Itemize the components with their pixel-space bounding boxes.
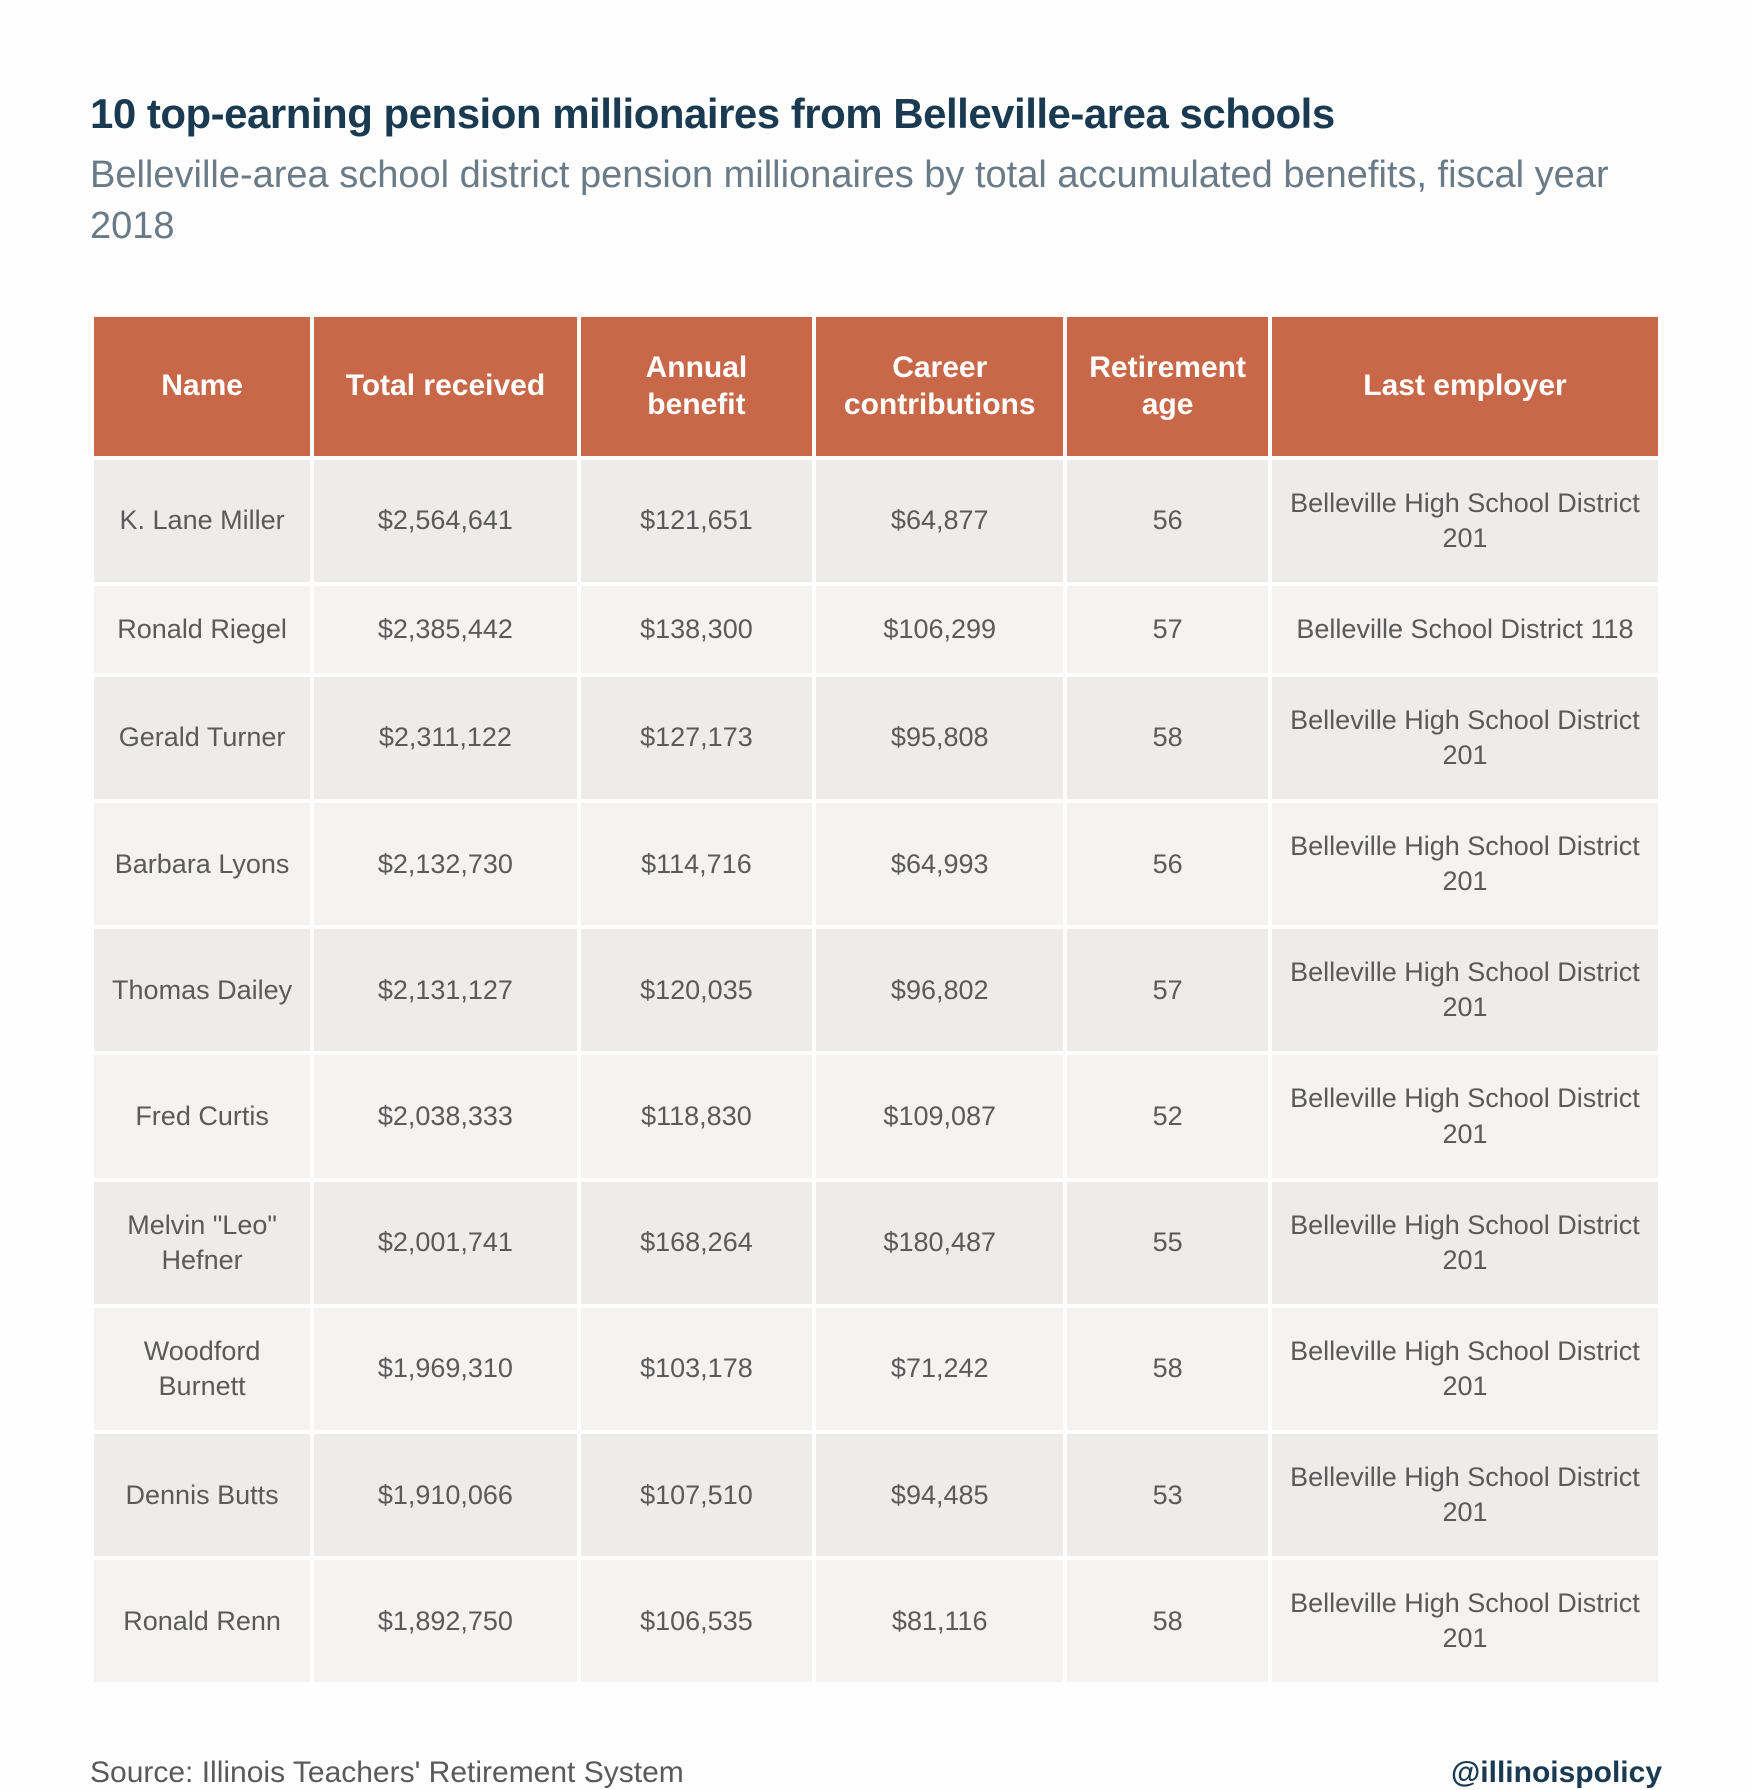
source-text: Source: Illinois Teachers' Retirement Sy… (90, 1756, 684, 1790)
cell-name: Barbara Lyons (94, 803, 310, 925)
table-row: Thomas Dailey$2,131,127$120,035$96,80257… (94, 929, 1658, 1051)
cell-name: Woodford Burnett (94, 1308, 310, 1430)
cell-employer: Belleville High School District 201 (1272, 1182, 1658, 1304)
cell-age: 53 (1067, 1434, 1268, 1556)
cell-total: $1,910,066 (314, 1434, 576, 1556)
table-row: Melvin "Leo" Hefner$2,001,741$168,264$18… (94, 1182, 1658, 1304)
cell-name: Dennis Butts (94, 1434, 310, 1556)
cell-age: 58 (1067, 1308, 1268, 1430)
cell-annual: $103,178 (581, 1308, 813, 1430)
cell-employer: Belleville High School District 201 (1272, 1560, 1658, 1682)
col-retirement-age: Retirement age (1067, 317, 1268, 456)
cell-employer: Belleville High School District 201 (1272, 1434, 1658, 1556)
cell-total: $2,564,641 (314, 460, 576, 582)
cell-name: Melvin "Leo" Hefner (94, 1182, 310, 1304)
cell-age: 58 (1067, 677, 1268, 799)
table-row: Dennis Butts$1,910,066$107,510$94,48553B… (94, 1434, 1658, 1556)
cell-contrib: $71,242 (816, 1308, 1063, 1430)
cell-age: 56 (1067, 803, 1268, 925)
cell-contrib: $96,802 (816, 929, 1063, 1051)
cell-annual: $120,035 (581, 929, 813, 1051)
cell-employer: Belleville High School District 201 (1272, 929, 1658, 1051)
col-total-received: Total received (314, 317, 576, 456)
cell-total: $1,969,310 (314, 1308, 576, 1430)
table-row: K. Lane Miller$2,564,641$121,651$64,8775… (94, 460, 1658, 582)
cell-total: $2,311,122 (314, 677, 576, 799)
cell-contrib: $106,299 (816, 586, 1063, 673)
cell-contrib: $94,485 (816, 1434, 1063, 1556)
cell-age: 58 (1067, 1560, 1268, 1682)
cell-annual: $168,264 (581, 1182, 813, 1304)
cell-total: $2,038,333 (314, 1055, 576, 1177)
table-row: Gerald Turner$2,311,122$127,173$95,80858… (94, 677, 1658, 799)
cell-total: $2,131,127 (314, 929, 576, 1051)
cell-contrib: $180,487 (816, 1182, 1063, 1304)
table-header-row: Name Total received Annual benefit Caree… (94, 317, 1658, 456)
cell-contrib: $64,993 (816, 803, 1063, 925)
cell-contrib: $109,087 (816, 1055, 1063, 1177)
table-row: Woodford Burnett$1,969,310$103,178$71,24… (94, 1308, 1658, 1430)
cell-age: 57 (1067, 586, 1268, 673)
page-title: 10 top-earning pension millionaires from… (90, 90, 1662, 138)
cell-name: Ronald Renn (94, 1560, 310, 1682)
table-row: Fred Curtis$2,038,333$118,830$109,08752B… (94, 1055, 1658, 1177)
cell-employer: Belleville School District 118 (1272, 586, 1658, 673)
cell-name: Thomas Dailey (94, 929, 310, 1051)
col-annual-benefit: Annual benefit (581, 317, 813, 456)
cell-employer: Belleville High School District 201 (1272, 677, 1658, 799)
cell-annual: $118,830 (581, 1055, 813, 1177)
cell-name: Fred Curtis (94, 1055, 310, 1177)
cell-age: 55 (1067, 1182, 1268, 1304)
cell-total: $2,001,741 (314, 1182, 576, 1304)
cell-age: 57 (1067, 929, 1268, 1051)
cell-annual: $114,716 (581, 803, 813, 925)
twitter-handle: @illinoispolicy (1451, 1756, 1662, 1790)
pension-table: Name Total received Annual benefit Caree… (90, 313, 1662, 1687)
footer: Source: Illinois Teachers' Retirement Sy… (90, 1756, 1662, 1790)
cell-total: $2,132,730 (314, 803, 576, 925)
cell-age: 52 (1067, 1055, 1268, 1177)
cell-employer: Belleville High School District 201 (1272, 1308, 1658, 1430)
cell-name: Ronald Riegel (94, 586, 310, 673)
cell-total: $2,385,442 (314, 586, 576, 673)
cell-annual: $121,651 (581, 460, 813, 582)
cell-employer: Belleville High School District 201 (1272, 803, 1658, 925)
cell-name: K. Lane Miller (94, 460, 310, 582)
table-row: Barbara Lyons$2,132,730$114,716$64,99356… (94, 803, 1658, 925)
table-row: Ronald Riegel$2,385,442$138,300$106,2995… (94, 586, 1658, 673)
cell-annual: $106,535 (581, 1560, 813, 1682)
cell-annual: $127,173 (581, 677, 813, 799)
cell-total: $1,892,750 (314, 1560, 576, 1682)
col-last-employer: Last employer (1272, 317, 1658, 456)
table-row: Ronald Renn$1,892,750$106,535$81,11658Be… (94, 1560, 1658, 1682)
cell-annual: $138,300 (581, 586, 813, 673)
cell-contrib: $95,808 (816, 677, 1063, 799)
cell-employer: Belleville High School District 201 (1272, 1055, 1658, 1177)
page-subtitle: Belleville-area school district pension … (90, 150, 1662, 253)
cell-annual: $107,510 (581, 1434, 813, 1556)
cell-contrib: $81,116 (816, 1560, 1063, 1682)
cell-employer: Belleville High School District 201 (1272, 460, 1658, 582)
col-name: Name (94, 317, 310, 456)
cell-contrib: $64,877 (816, 460, 1063, 582)
cell-name: Gerald Turner (94, 677, 310, 799)
col-career-contributions: Career contributions (816, 317, 1063, 456)
cell-age: 56 (1067, 460, 1268, 582)
